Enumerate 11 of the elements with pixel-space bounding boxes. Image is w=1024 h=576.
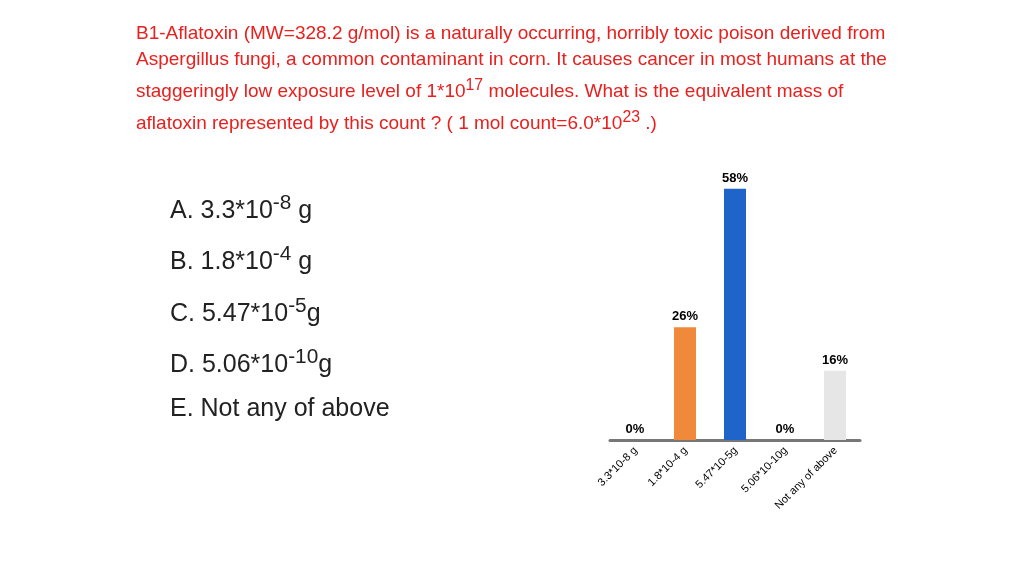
data-label: 16% bbox=[821, 351, 849, 367]
chart-title: B1-Aflatoxin (MW=328.2 g/mol) is a naturally occurring, horribly toxic poison derived from Aspergillus fungi, a common contaminant in corn. It causes cancer in most humans at the staggeringly low exposure level of 1*10$^{17}$ molecules. What is the equivalent mass of aflatoxin represented by this count ? ( 1 mol count=6.0*10$^{23}$ .) bbox=[136, 21, 888, 136]
text: D. 5.06*10$^{-10}$g bbox=[170, 343, 334, 380]
text: E. Not any of above bbox=[170, 392, 390, 424]
data-label: 26% bbox=[671, 308, 699, 324]
text: A. 3.3*10$^{-8}$ g bbox=[170, 189, 314, 226]
data-label: 0% bbox=[775, 421, 795, 436]
data-label: 58% bbox=[721, 169, 749, 185]
text: B. 1.8*10$^{-4}$ g bbox=[170, 240, 314, 277]
data-label: 0% bbox=[625, 421, 645, 436]
text: C. 5.47*10$^{-5}$g bbox=[170, 291, 322, 328]
